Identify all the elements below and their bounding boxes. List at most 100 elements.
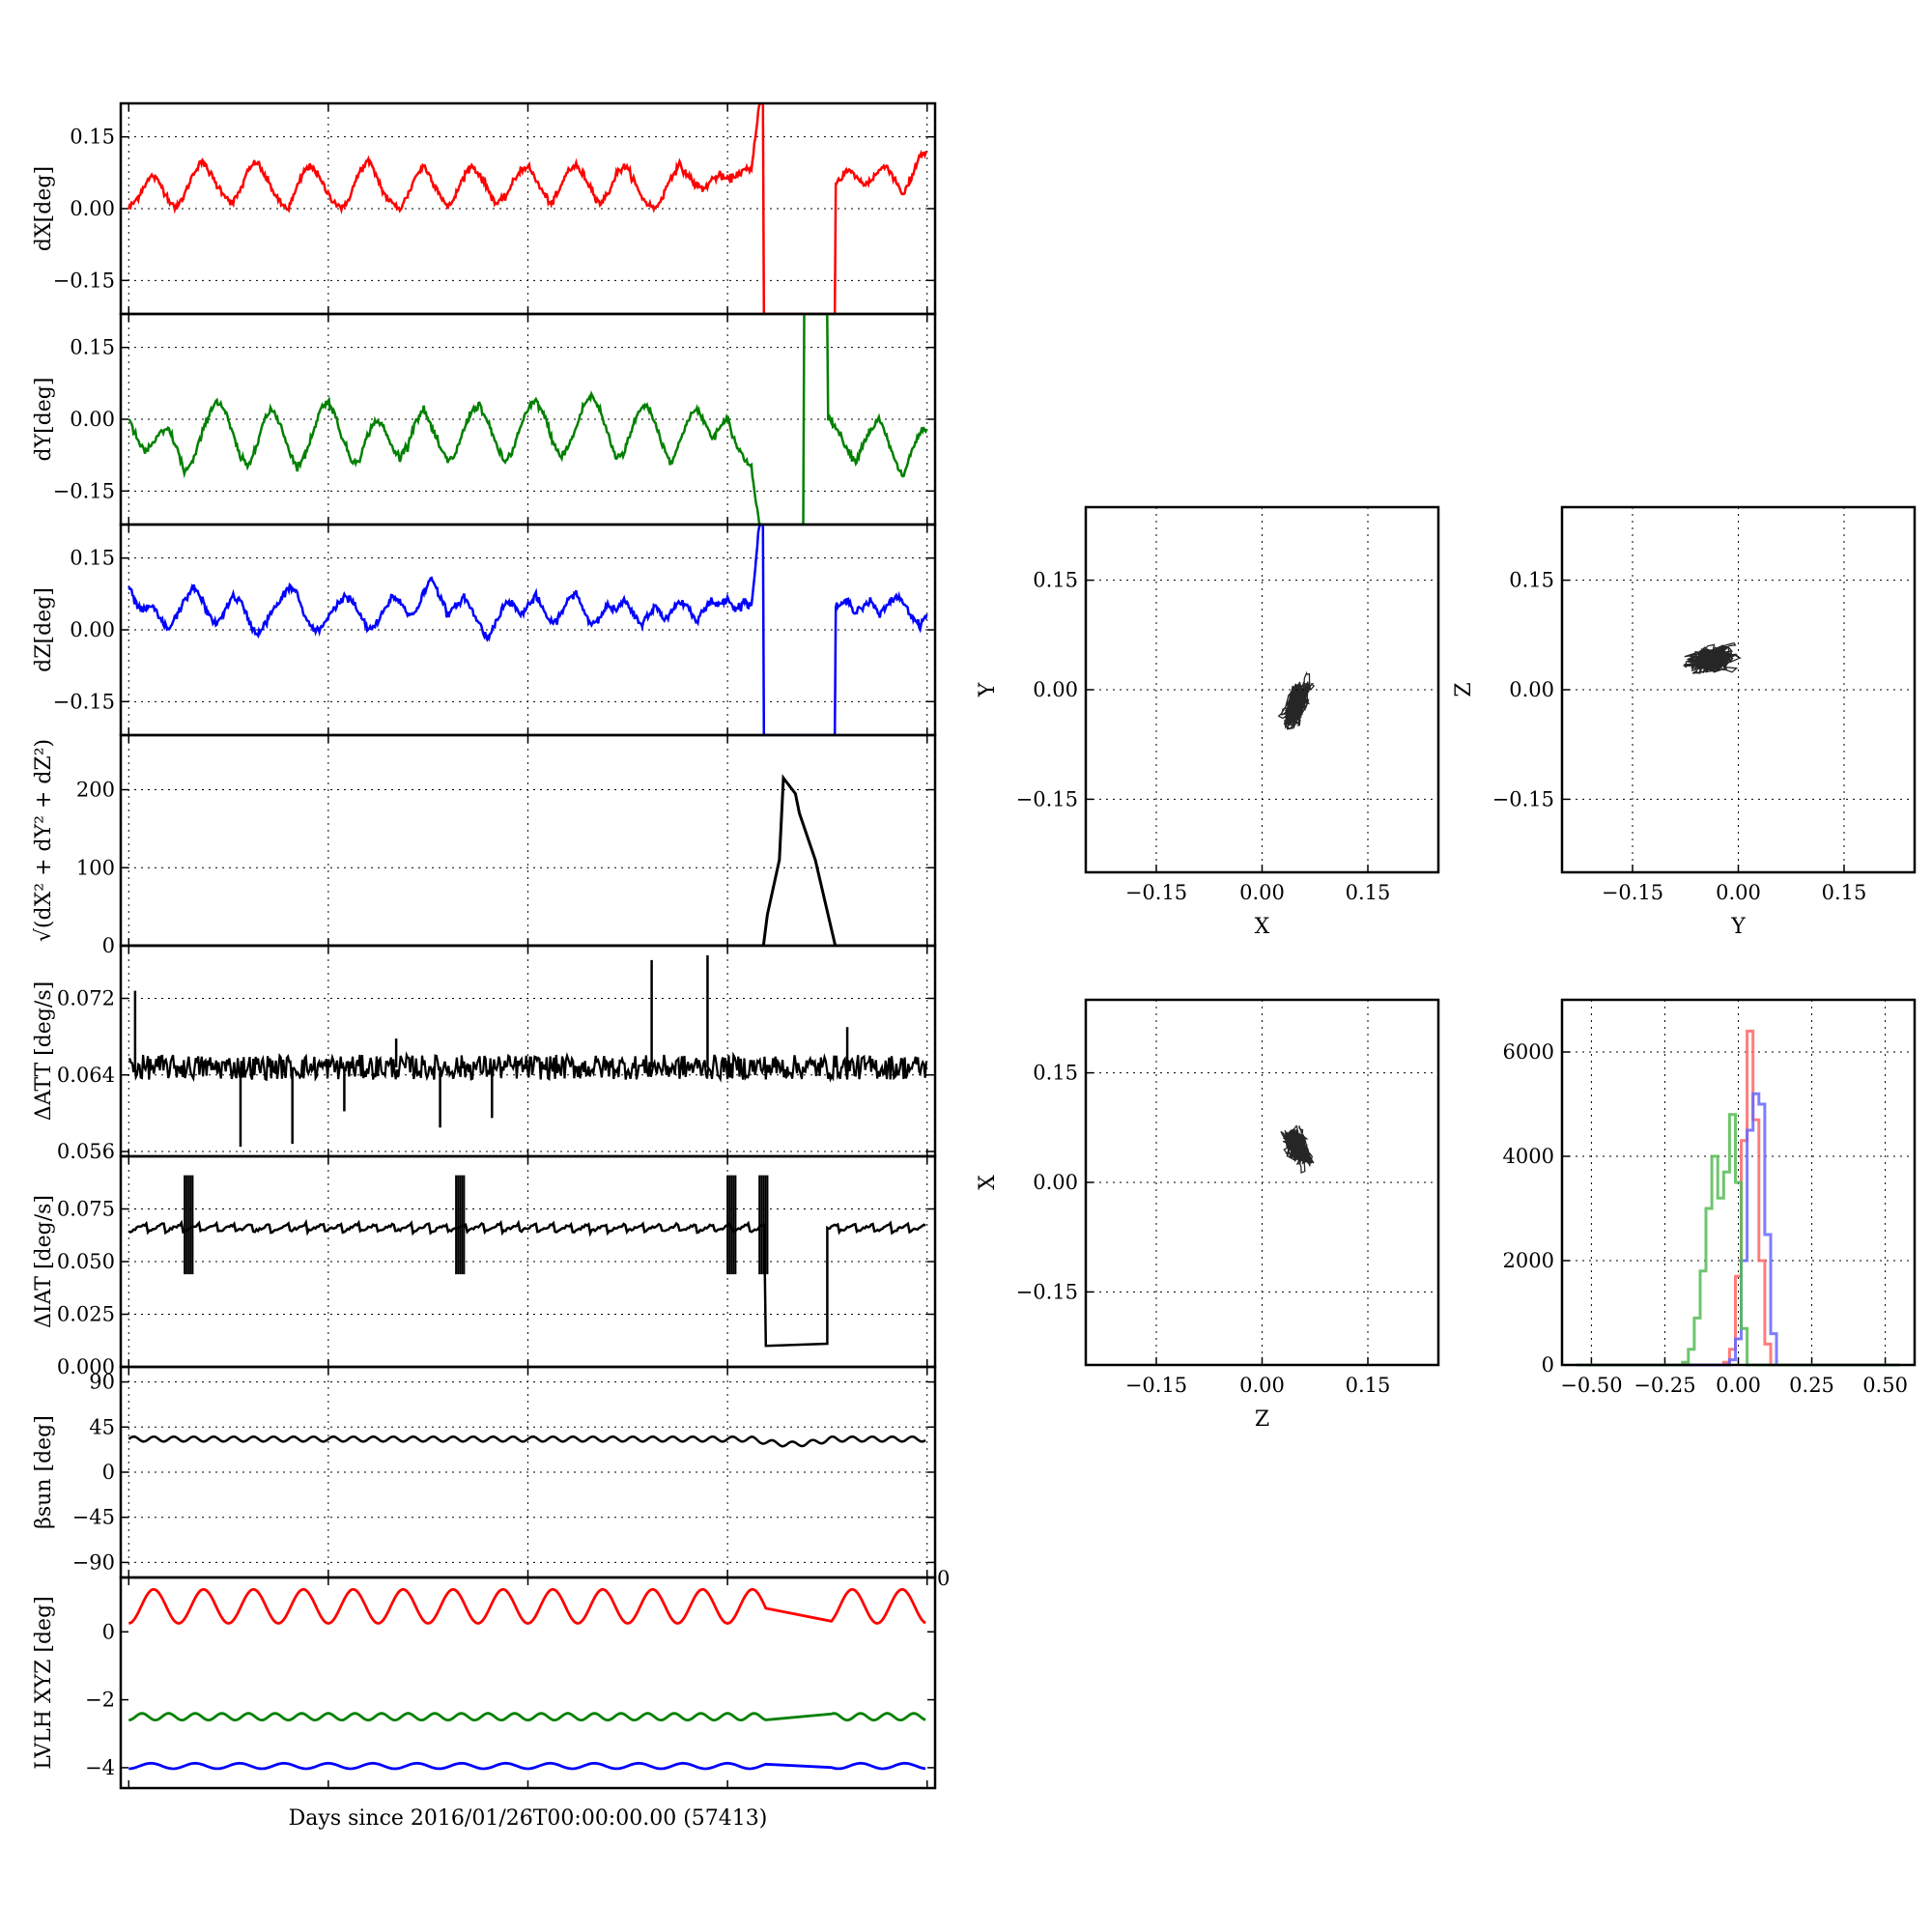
ytick-label: 200 <box>76 779 115 802</box>
hist-series-1 <box>1577 1092 1900 1367</box>
xtick-label: −0.25 <box>1634 1374 1695 1397</box>
trajectory <box>1277 670 1315 730</box>
ytick-label: 0.00 <box>70 408 115 431</box>
ytick-label: −0.15 <box>1492 787 1554 810</box>
ytick-label: −2 <box>85 1689 115 1712</box>
frame <box>1084 505 1440 874</box>
frame <box>119 944 937 1158</box>
ylabel: ΔIAT [deg/s] <box>32 1195 56 1328</box>
panel-beta: −90 −45 0 45 90 βsun [deg] <box>32 1365 937 1579</box>
xtick-label: 0.00 <box>1716 881 1761 904</box>
ytick-label: 0.00 <box>1033 678 1078 701</box>
ytick-label: 100 <box>76 856 115 879</box>
frame <box>119 1576 937 1790</box>
ylabel: dZ[deg] <box>32 587 56 672</box>
ytick-label: 0.00 <box>1509 678 1554 701</box>
xtick-label: −0.15 <box>1602 881 1663 904</box>
line-beta <box>128 1435 926 1448</box>
lvlh-series-1 <box>128 1712 926 1722</box>
xtick-label: 0.50 <box>1862 1374 1908 1397</box>
panel-lvlh: −4 −2 0 LVLH XYZ [deg] <box>32 1576 937 1790</box>
hist-series-2 <box>1577 1113 1900 1367</box>
ytick-label: 6000 <box>1503 1040 1554 1064</box>
ytick-label: 0.15 <box>70 336 115 359</box>
xtick-label: −0.50 <box>1560 1374 1622 1397</box>
ytick-label: 45 <box>89 1415 115 1438</box>
ytick-label: 0.15 <box>70 126 115 149</box>
ytick-label: 0.15 <box>70 547 115 570</box>
xtick-label: 0.15 <box>1346 1374 1391 1397</box>
series-group <box>128 525 928 735</box>
corner-label: 0 <box>937 1567 950 1590</box>
ytick-label: 0.000 <box>57 1355 115 1378</box>
hist-series-0 <box>1577 1029 1900 1367</box>
ytick-label: −4 <box>85 1756 115 1779</box>
ytick-label: −0.15 <box>53 690 115 713</box>
frame <box>1560 505 1917 874</box>
ytick-label: 4000 <box>1503 1145 1554 1168</box>
ytick-label: 0.050 <box>57 1250 115 1273</box>
ytick-label: −0.15 <box>1016 787 1078 810</box>
ytick-label: −0.15 <box>1016 1280 1078 1303</box>
panel-dX: −0.15 0.00 0.15 dX[deg] <box>32 101 937 316</box>
scatter-YZ: −0.15 −0.15 0.00 0.00 0.15 0.15 Y Z <box>1452 505 1917 939</box>
series-group <box>128 1175 926 1348</box>
ytick-label: 0.15 <box>1509 569 1554 592</box>
scatter-xlabel: Z <box>1255 1407 1269 1432</box>
ytick-label: 0.075 <box>57 1198 115 1221</box>
frame <box>119 733 937 948</box>
series-group <box>128 774 927 946</box>
xtick-label: −0.15 <box>1125 1374 1187 1397</box>
ytick-label: −90 <box>72 1550 115 1574</box>
line-dIAT <box>128 1218 926 1348</box>
ytick-label: 0 <box>102 1620 115 1643</box>
line-dX <box>128 103 928 314</box>
series-group <box>128 314 928 525</box>
xtick-label: 0.15 <box>1346 881 1391 904</box>
ytick-label: 0.15 <box>1033 1062 1078 1085</box>
trajectory <box>1683 641 1742 674</box>
ytick-label: 0.00 <box>1033 1171 1078 1194</box>
xtick-label: 0.00 <box>1716 1374 1761 1397</box>
ytick-label: 0.056 <box>57 1140 115 1163</box>
frame <box>1084 998 1440 1367</box>
panel-dZ: −0.15 0.00 0.15 dZ[deg] <box>32 523 937 737</box>
ytick-label: 0.00 <box>70 618 115 641</box>
ylabel: ΔATT [deg/s] <box>32 981 56 1121</box>
ytick-label: −0.15 <box>53 269 115 292</box>
ytick-label: 0.025 <box>57 1303 115 1326</box>
line-dZ <box>128 525 928 735</box>
ylabel: dX[deg] <box>32 166 56 251</box>
ylabel: √(dX² + dY² + dZ²) <box>32 739 56 942</box>
xtick-label: 0.00 <box>1239 1374 1285 1397</box>
scatter-ZX: −0.15 −0.15 0.00 0.00 0.15 0.15 Z X <box>976 998 1440 1432</box>
ytick-label: 0 <box>102 934 115 957</box>
scatter-ylabel: Y <box>976 682 1000 697</box>
histogram: −0.50 −0.25 0.00 0.25 0.50 0 2000 4000 6000 <box>1503 998 1917 1397</box>
ytick-label: 2000 <box>1503 1249 1554 1272</box>
ytick-label: −45 <box>72 1506 115 1529</box>
lvlh-series-0 <box>128 1587 926 1625</box>
scatter-xlabel: X <box>1255 915 1270 939</box>
line-dATT <box>128 1051 927 1083</box>
xtick-label: 0.00 <box>1239 881 1285 904</box>
scatter-ylabel: X <box>976 1175 1000 1190</box>
ytick-label: 90 <box>89 1371 115 1394</box>
panel-dY: −0.15 0.00 0.15 dY[deg] <box>32 312 937 526</box>
series-group <box>128 103 928 314</box>
frame <box>1560 998 1917 1367</box>
ytick-label: 0.00 <box>70 197 115 220</box>
ytick-label: 0.15 <box>1033 569 1078 592</box>
x-axis-label: Days since 2016/01/26T00:00:00.00 (57413… <box>289 1806 768 1831</box>
xtick-label: 0.25 <box>1789 1374 1834 1397</box>
trajectory <box>1280 1124 1315 1174</box>
xtick-label: −0.15 <box>1125 881 1187 904</box>
ytick-label: 0.072 <box>57 987 115 1010</box>
line-dY <box>128 314 928 525</box>
ytick-label: −0.15 <box>53 479 115 502</box>
lvlh-series-2 <box>128 1761 926 1771</box>
line-norm <box>128 774 927 946</box>
